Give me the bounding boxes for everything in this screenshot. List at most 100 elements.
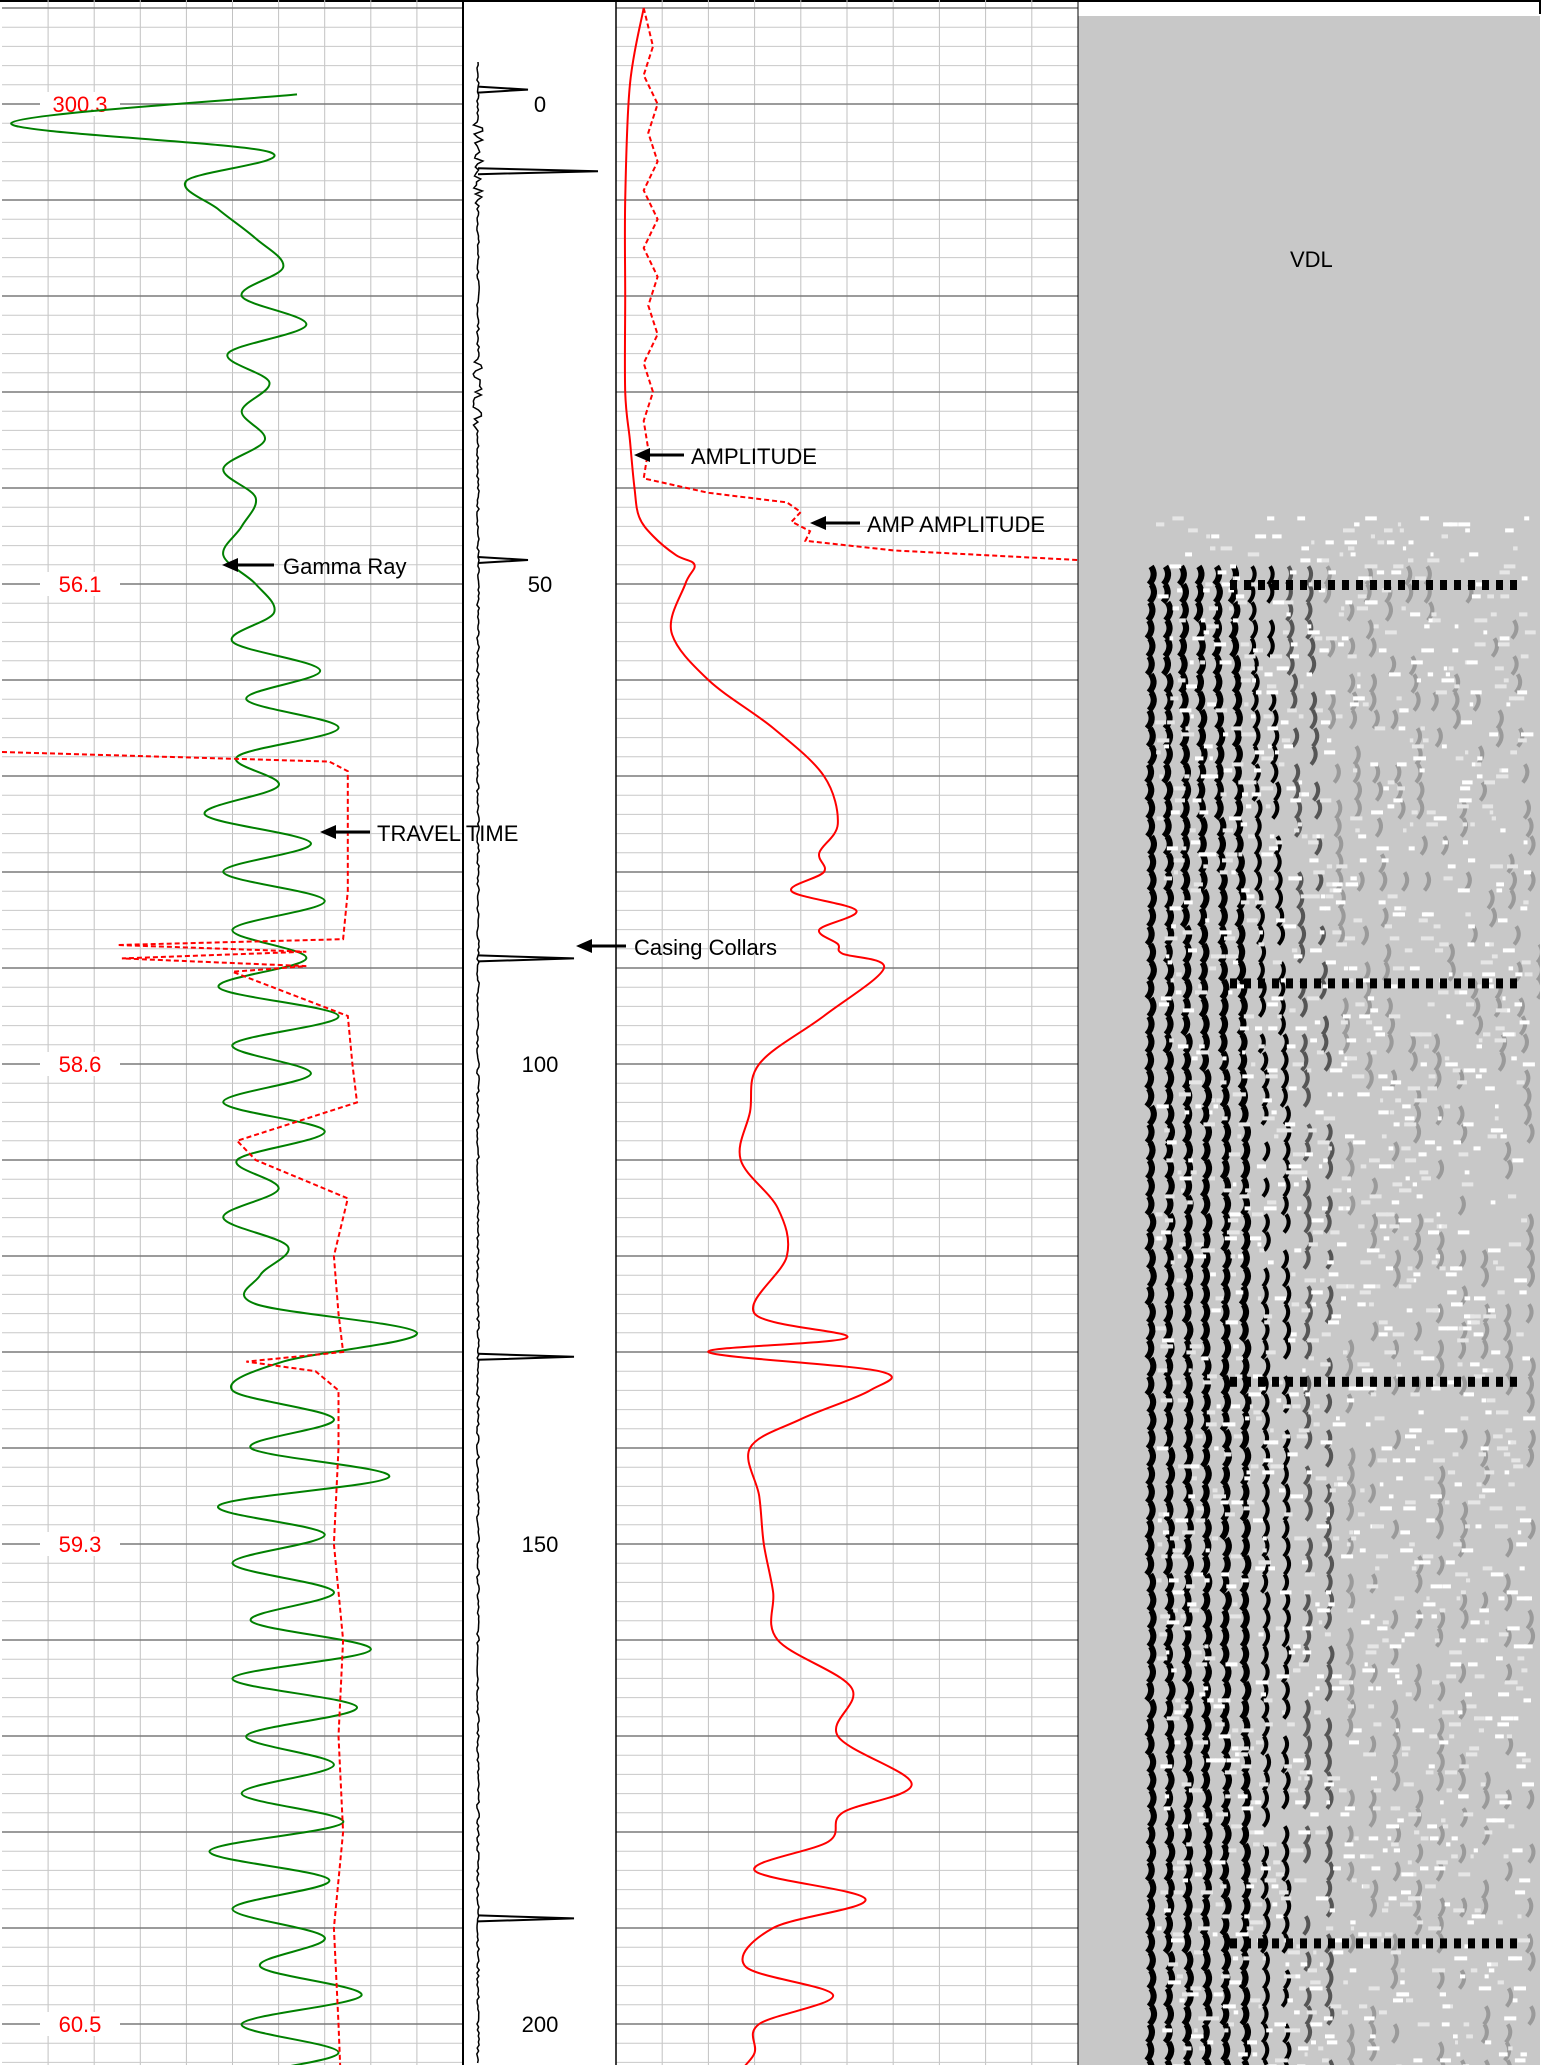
- vdl-speckle: [1255, 1740, 1264, 1745]
- vdl-speckle: [1344, 1806, 1355, 1811]
- vdl-stripe: [1235, 924, 1246, 947]
- vdl-speckle: [1366, 1038, 1371, 1043]
- vdl-chevron: [1440, 978, 1447, 989]
- vdl-speckle: [1439, 1608, 1446, 1613]
- vdl-stripe: [1282, 1177, 1291, 1198]
- vdl-stripe: [1526, 1789, 1535, 1810]
- vdl-speckle: [1490, 1200, 1496, 1205]
- vdl-speckle: [1259, 1386, 1266, 1391]
- vdl-chevron: [1482, 1938, 1489, 1949]
- vdl-stripe: [1202, 1158, 1213, 1181]
- travel-time-scale-label: 58.6: [59, 1052, 102, 1077]
- vdl-speckle: [1409, 738, 1414, 743]
- vdl-speckle: [1160, 1764, 1173, 1769]
- vdl-stripe: [1260, 1933, 1269, 1954]
- vdl-stripe: [1283, 1285, 1292, 1306]
- vdl-speckle: [1184, 1626, 1191, 1631]
- vdl-stripe: [1435, 1519, 1444, 1540]
- vdl-speckle: [1457, 1710, 1463, 1715]
- vdl-speckle: [1370, 762, 1379, 767]
- vdl-speckle: [1410, 612, 1421, 617]
- vdl-stripe: [1347, 1483, 1356, 1504]
- vdl-speckle: [1496, 1446, 1509, 1451]
- vdl-speckle: [1485, 1716, 1493, 1721]
- vdl-speckle: [1364, 1854, 1374, 1859]
- vdl-speckle: [1462, 780, 1473, 785]
- vdl-stripe: [1261, 1987, 1270, 2008]
- vdl-stripe: [1282, 1969, 1292, 1990]
- vdl-stripe: [1162, 798, 1173, 821]
- vdl-speckle: [1495, 1266, 1505, 1271]
- vdl-speckle: [1397, 1680, 1403, 1685]
- vdl-stripe: [1239, 1428, 1250, 1451]
- vdl-chevron: [1258, 580, 1265, 590]
- vdl-speckle: [1178, 1824, 1188, 1829]
- vdl-speckle: [1333, 1866, 1341, 1871]
- vdl-stripe: [1368, 1897, 1377, 1918]
- vdl-stripe: [1435, 1159, 1445, 1180]
- vdl-speckle: [1237, 1746, 1249, 1751]
- vdl-speckle: [1171, 1938, 1184, 1943]
- vdl-stripe: [1221, 1338, 1232, 1361]
- vdl-speckle: [1500, 828, 1506, 833]
- vdl-speckle: [1427, 558, 1440, 563]
- vdl-speckle: [1401, 1638, 1405, 1643]
- vdl-speckle: [1401, 1146, 1411, 1151]
- vdl-speckle: [1341, 606, 1345, 611]
- vdl-speckle: [1413, 2058, 1423, 2063]
- vdl-speckle: [1278, 1182, 1286, 1187]
- vdl-speckle: [1330, 1230, 1340, 1235]
- vdl-stripe: [1415, 1789, 1424, 1810]
- vdl-stripe: [1196, 654, 1206, 677]
- vdl-speckle: [1228, 1848, 1237, 1853]
- vdl-speckle: [1304, 1776, 1310, 1781]
- vdl-speckle: [1369, 1158, 1380, 1163]
- vdl-stripe: [1261, 1501, 1270, 1522]
- vdl-speckle: [1385, 630, 1397, 635]
- vdl-speckle: [1253, 1842, 1260, 1847]
- vdl-stripe: [1437, 1681, 1446, 1702]
- vdl-speckle: [1201, 1248, 1214, 1253]
- vdl-speckle: [1495, 1734, 1504, 1739]
- vdl-chevron: [1426, 1376, 1433, 1387]
- vdl-speckle: [1160, 1344, 1174, 1349]
- vdl-stripe: [1182, 1086, 1193, 1109]
- vdl-speckle: [1466, 1578, 1471, 1583]
- vdl-speckle: [1452, 1452, 1459, 1457]
- vdl-stripe: [1324, 1825, 1333, 1846]
- vdl-stripe: [1289, 673, 1298, 694]
- vdl-speckle: [1168, 1338, 1175, 1343]
- vdl-speckle: [1184, 774, 1190, 779]
- vdl-stripe: [1367, 1447, 1376, 1468]
- vdl-chevron: [1510, 978, 1517, 989]
- vdl-stripe: [1239, 1356, 1250, 1379]
- vdl-speckle: [1367, 1644, 1379, 1649]
- vdl-speckle: [1164, 1218, 1174, 1223]
- vdl-stripe: [1183, 1968, 1194, 1991]
- vdl-stripe: [1458, 1843, 1467, 1864]
- vdl-speckle: [1391, 1842, 1399, 1847]
- vdl-speckle: [1380, 1506, 1392, 1511]
- vdl-stripe: [1307, 637, 1316, 658]
- vdl-speckle: [1320, 894, 1325, 899]
- vdl-stripe: [1145, 1320, 1156, 1343]
- vdl-stripe: [1384, 601, 1393, 622]
- vdl-stripe: [1385, 1033, 1394, 1054]
- vdl-stripe: [1221, 1140, 1232, 1163]
- vdl-stripe: [1163, 1410, 1174, 1433]
- vdl-stripe: [1183, 1410, 1194, 1433]
- vdl-stripe: [1144, 618, 1155, 641]
- vdl-speckle: [1228, 990, 1233, 995]
- vdl-speckle: [1203, 1122, 1215, 1127]
- vdl-stripe: [1164, 1572, 1175, 1595]
- vdl-stripe: [1180, 852, 1190, 875]
- vdl-stripe: [1304, 1231, 1313, 1252]
- vdl-speckle: [1263, 1842, 1277, 1847]
- vdl-speckle: [1452, 1068, 1461, 1073]
- vdl-stripe: [1369, 1573, 1378, 1594]
- vdl-speckle: [1505, 1008, 1511, 1013]
- vdl-speckle: [1253, 1518, 1263, 1523]
- vdl-speckle: [1313, 870, 1324, 875]
- vdl-chevron: [1314, 1938, 1321, 1949]
